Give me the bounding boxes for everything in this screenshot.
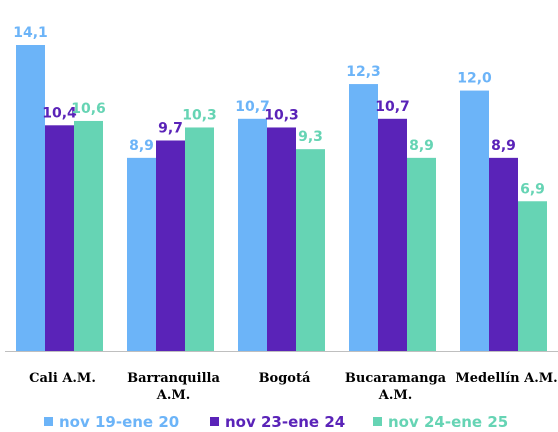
bar-1-1 [16, 45, 45, 351]
category-label-2: A.M. [156, 388, 191, 403]
bar-2-4 [378, 118, 407, 351]
legend-swatch-3 [373, 417, 382, 426]
bar-2-1 [45, 125, 74, 351]
bar-3-2 [185, 127, 214, 352]
bar-1-3 [238, 118, 267, 351]
category-label-3: Bogotá [259, 371, 311, 386]
data-label-2-5: 8,9 [491, 138, 516, 154]
data-label-2-4: 10,7 [375, 99, 410, 115]
bar-1-2 [127, 157, 156, 351]
bar-1-4 [349, 84, 378, 351]
data-label-1-4: 12,3 [346, 64, 381, 80]
data-label-2-1: 10,4 [42, 105, 77, 121]
legend-label-2: nov 23-ene 24 [225, 413, 345, 431]
category-labels-layer: Cali A.M. Barranquilla A.M. Bogotá Bucaraman… [29, 371, 558, 403]
data-label-1-3: 10,7 [235, 99, 270, 115]
bar-1-5 [460, 90, 489, 352]
data-label-1-2: 8,9 [129, 138, 154, 154]
data-label-1-1: 14,1 [13, 25, 48, 41]
category-label-4: Bucaramanga [345, 371, 447, 386]
bar-3-4 [407, 157, 436, 351]
data-label-3-3: 9,3 [298, 129, 323, 145]
legend: nov 19-ene 20 nov 23-ene 24 nov 24-ene 25 [44, 413, 508, 431]
data-label-3-5: 6,9 [520, 181, 545, 197]
bar-3-5 [518, 201, 547, 351]
bar-3-3 [296, 149, 325, 351]
legend-swatch-2 [210, 417, 219, 426]
data-label-1-5: 12,0 [457, 71, 492, 87]
bar-2-5 [489, 157, 518, 351]
legend-label-3: nov 24-ene 25 [388, 413, 508, 431]
bar-2-2 [156, 140, 185, 351]
category-label-2: Barranquilla [127, 371, 220, 386]
data-labels-layer: 14,110,410,68,99,710,310,710,39,312,310,… [13, 25, 545, 197]
data-label-2-2: 9,7 [158, 120, 183, 136]
data-label-2-3: 10,3 [264, 107, 299, 123]
data-label-3-4: 8,9 [409, 138, 434, 154]
category-label-4: A.M. [378, 388, 413, 403]
category-label-5: Medellín A.M. [455, 371, 557, 386]
bar-3-1 [74, 120, 103, 351]
bar-2-3 [267, 127, 296, 352]
legend-label-1: nov 19-ene 20 [59, 413, 179, 431]
data-label-3-1: 10,6 [71, 101, 106, 117]
data-label-3-2: 10,3 [182, 107, 217, 123]
bars-layer [16, 45, 547, 352]
category-label-1: Cali A.M. [29, 371, 96, 386]
legend-swatch-1 [44, 417, 53, 426]
